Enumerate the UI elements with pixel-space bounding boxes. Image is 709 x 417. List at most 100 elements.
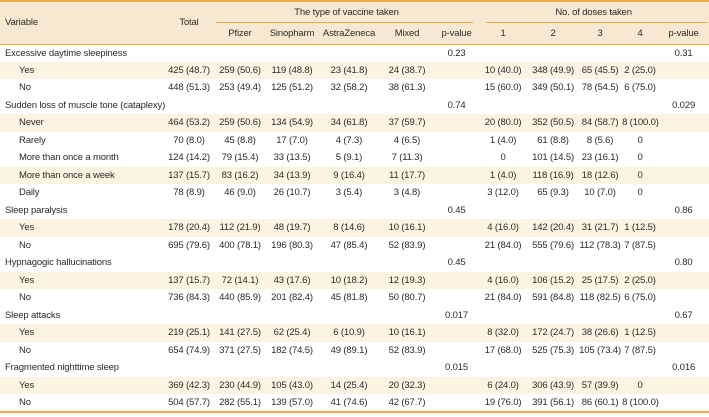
cell [658, 342, 709, 360]
cell: 33 (13.5) [273, 152, 311, 164]
col-header-astrazeneca: AstraZeneca [319, 23, 379, 45]
cell: 555 (79.6) [532, 239, 574, 251]
cell: 83 (16.2) [221, 169, 259, 181]
cell: 0.74 [447, 99, 466, 111]
cell [658, 237, 709, 255]
cell: 52 (83.9) [388, 239, 426, 251]
cell: 4 (16.0) [487, 274, 519, 286]
cell [528, 44, 578, 62]
cell [478, 44, 528, 62]
cell: 38 (61.3) [388, 82, 426, 94]
cell: 118 (16.9) [532, 169, 574, 181]
row-label: No [19, 344, 31, 356]
cell: 282 (55.1) [219, 396, 261, 408]
table-body: Excessive daytime sleepiness 0.23 0.31 Yes 4… [0, 44, 709, 412]
cell: 5 (9.1) [335, 152, 363, 164]
cell: 3 (12.0) [487, 187, 519, 199]
table-row: Yes 178 (20.4) 112 (21.9) 48 (19.7) 8 (14.6)… [0, 219, 709, 237]
cell: 654 (74.9) [168, 344, 210, 356]
cell: 48 (19.7) [273, 222, 311, 234]
cell: 6 (10.9) [333, 327, 365, 339]
cell [658, 167, 709, 185]
cell: 125 (51.2) [271, 82, 313, 94]
cell: 736 (84.3) [168, 292, 210, 304]
table-row: More than once a month 124 (14.2) 79 (15.4… [0, 149, 709, 167]
cell: 32 (58.2) [330, 82, 368, 94]
cell: 45 (81.8) [330, 292, 368, 304]
cell: 172 (24.7) [532, 327, 574, 339]
cell [319, 254, 379, 272]
cell: 84 (58.7) [581, 117, 619, 129]
cell: 46 (9.0) [224, 187, 256, 199]
cell: 57 (39.9) [581, 379, 619, 391]
cell: 0.23 [447, 47, 466, 59]
cell: 31 (21.7) [581, 222, 619, 234]
cell [435, 114, 478, 132]
cell [658, 184, 709, 202]
cell: 17 (7.0) [276, 134, 308, 146]
cell: 201 (82.4) [271, 292, 313, 304]
cell [622, 254, 658, 272]
cell: 440 (85.9) [219, 292, 261, 304]
cell [435, 342, 478, 360]
cell: 25 (17.5) [581, 274, 619, 286]
table-row: Yes 369 (42.3) 230 (44.9) 105 (43.0) 14 (25.… [0, 376, 709, 394]
cell: 1 (4.0) [489, 169, 517, 181]
cell: 38 (26.6) [581, 327, 619, 339]
col-header-variable: Variable [0, 1, 163, 45]
table-row: Yes 425 (48.7) 259 (50.6) 119 (48.8) 23 (41.… [0, 61, 709, 79]
cell: 8 (100.0) [622, 396, 659, 408]
cell: 7 (87.5) [624, 344, 656, 356]
row-label: Yes [19, 64, 35, 76]
cell: 23 (41.8) [330, 64, 368, 76]
cell: 1 (12.5) [624, 327, 656, 339]
cell [265, 44, 319, 62]
cell: 369 (42.3) [168, 379, 210, 391]
cell: 591 (84.8) [532, 292, 574, 304]
row-label: Yes [19, 222, 35, 234]
row-label: Daily [19, 187, 40, 199]
group-header-row: Variable Total The type of vaccine taken… [0, 1, 709, 45]
cell [215, 202, 265, 220]
table-row: No 448 (51.3) 253 (49.4) 125 (51.2) 32 (58.2… [0, 79, 709, 97]
cell [528, 307, 578, 325]
cell [319, 44, 379, 62]
col-header-dose-3: 3 [578, 23, 623, 45]
cell: 137 (15.7) [168, 169, 210, 181]
cell [435, 289, 478, 307]
cell: 0.029 [672, 99, 696, 111]
cell: 23 (16.1) [581, 152, 619, 164]
cell [163, 44, 215, 62]
cell: 34 (13.9) [273, 169, 311, 181]
table-row: Never 464 (53.2) 259 (50.6) 134 (54.9) 34 (6… [0, 114, 709, 132]
cell: 1 (4.0) [489, 134, 517, 146]
col-group-doses: No. of doses taken [478, 1, 709, 23]
cell: 7 (11.3) [391, 152, 423, 164]
col-header-sinopharm: Sinopharm [265, 23, 319, 45]
cell [658, 149, 709, 167]
cell: 105 (43.0) [271, 379, 313, 391]
cell: 0 [637, 134, 643, 146]
cell: 47 (85.4) [330, 239, 368, 251]
cell: 139 (57.0) [271, 396, 313, 408]
cell: 42 (67.7) [388, 396, 426, 408]
cell: 119 (48.8) [271, 64, 313, 76]
cell: 72 (14.1) [221, 274, 259, 286]
cell [435, 272, 478, 290]
cell: 348 (49.9) [532, 64, 574, 76]
cell: 10 (7.0) [584, 187, 616, 199]
cell [528, 359, 578, 377]
col-header-total: Total [163, 1, 215, 45]
category-label: Excessive daytime sleepiness [5, 47, 127, 59]
cell: 0 [500, 152, 506, 164]
cell [265, 254, 319, 272]
cell [658, 272, 709, 290]
cell: 52 (83.9) [388, 344, 426, 356]
cell [265, 202, 319, 220]
table-row: Yes 137 (15.7) 72 (14.1) 43 (17.6) 10 (18.2)… [0, 271, 709, 290]
cell [578, 202, 622, 220]
cell: 0.80 [674, 257, 693, 269]
cell: 18 (12.6) [581, 169, 619, 181]
cell: 219 (25.1) [168, 327, 210, 339]
cell: 41 (74.6) [330, 396, 368, 408]
